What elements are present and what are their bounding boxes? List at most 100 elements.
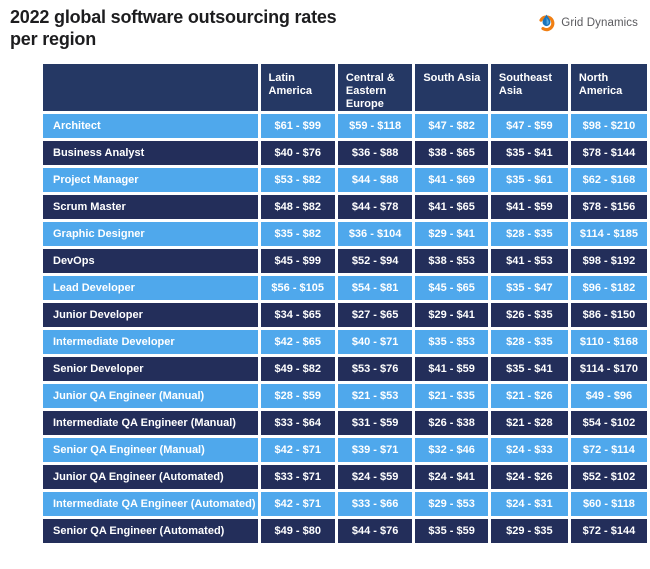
- row-label: Lead Developer: [43, 276, 258, 300]
- row-label: Senior QA Engineer (Manual): [43, 438, 258, 462]
- rate-cell: $62 - $168: [570, 168, 647, 192]
- rate-cell: $44 - $88: [337, 168, 413, 192]
- rate-cell: $49 - $82: [260, 357, 335, 381]
- rate-cell: $27 - $65: [337, 303, 413, 327]
- row-label: Intermediate QA Engineer (Manual): [43, 411, 258, 435]
- rate-cell: $41 - $65: [415, 195, 488, 219]
- table-row: Business Analyst $40 - $76 $36 - $88 $38 - …: [43, 141, 647, 165]
- table-header-row: Latin America Central & Eastern Europe Sou…: [43, 64, 647, 111]
- rate-cell: $29 - $41: [415, 222, 488, 246]
- rate-cell: $60 - $118: [570, 492, 647, 516]
- rate-cell: $114 - $185: [570, 222, 647, 246]
- rate-cell: $49 - $80: [260, 519, 335, 543]
- rate-cell: $24 - $59: [337, 465, 413, 489]
- rate-cell: $48 - $82: [260, 195, 335, 219]
- rate-cell: $21 - $26: [490, 384, 568, 408]
- rate-cell: $47 - $59: [490, 114, 568, 138]
- rate-cell: $53 - $82: [260, 168, 335, 192]
- rate-cell: $35 - $47: [490, 276, 568, 300]
- table-row: Project Manager $53 - $82 $44 - $88 $41 - $…: [43, 168, 647, 192]
- rate-cell: $78 - $156: [570, 195, 647, 219]
- rate-cell: $21 - $35: [415, 384, 488, 408]
- column-header-empty: [43, 64, 258, 111]
- row-label: Senior QA Engineer (Automated): [43, 519, 258, 543]
- rate-cell: $24 - $41: [415, 465, 488, 489]
- rate-cell: $36 - $104: [337, 222, 413, 246]
- rate-cell: $86 - $150: [570, 303, 647, 327]
- rate-cell: $54 - $102: [570, 411, 647, 435]
- table-row: Junior QA Engineer (Manual) $28 - $59 $21 …: [43, 384, 647, 408]
- rate-cell: $24 - $31: [490, 492, 568, 516]
- rate-cell: $54 - $81: [337, 276, 413, 300]
- rate-cell: $44 - $78: [337, 195, 413, 219]
- rate-cell: $38 - $53: [415, 249, 488, 273]
- rate-cell: $41 - $69: [415, 168, 488, 192]
- rate-cell: $41 - $59: [415, 357, 488, 381]
- rate-cell: $32 - $46: [415, 438, 488, 462]
- rate-cell: $24 - $33: [490, 438, 568, 462]
- rate-cell: $36 - $88: [337, 141, 413, 165]
- rate-cell: $40 - $76: [260, 141, 335, 165]
- row-label: Business Analyst: [43, 141, 258, 165]
- rate-cell: $42 - $71: [260, 492, 335, 516]
- rate-cell: $35 - $82: [260, 222, 335, 246]
- table-row: Intermediate QA Engineer (Manual) $33 - $…: [43, 411, 647, 435]
- row-label: Junior QA Engineer (Manual): [43, 384, 258, 408]
- row-label: Junior QA Engineer (Automated): [43, 465, 258, 489]
- rate-cell: $53 - $76: [337, 357, 413, 381]
- rate-cell: $98 - $210: [570, 114, 647, 138]
- rate-cell: $72 - $144: [570, 519, 647, 543]
- table-row: Scrum Master $48 - $82 $44 - $78 $41 - $65 $…: [43, 195, 647, 219]
- rate-cell: $33 - $71: [260, 465, 335, 489]
- rate-cell: $28 - $59: [260, 384, 335, 408]
- rate-cell: $35 - $53: [415, 330, 488, 354]
- rate-cell: $29 - $41: [415, 303, 488, 327]
- row-label: Intermediate Developer: [43, 330, 258, 354]
- rate-cell: $42 - $71: [260, 438, 335, 462]
- table-row: Intermediate Developer $42 - $65 $40 - $71…: [43, 330, 647, 354]
- rate-cell: $28 - $35: [490, 330, 568, 354]
- table-row: Junior Developer $34 - $65 $27 - $65 $29 - …: [43, 303, 647, 327]
- row-label: Project Manager: [43, 168, 258, 192]
- rate-cell: $29 - $35: [490, 519, 568, 543]
- rate-cell: $34 - $65: [260, 303, 335, 327]
- rate-cell: $35 - $41: [490, 357, 568, 381]
- page-title-line1: 2022 global software outsourcing rates: [10, 7, 337, 27]
- column-header: Southeast Asia: [490, 64, 568, 111]
- rate-cell: $42 - $65: [260, 330, 335, 354]
- rate-cell: $40 - $71: [337, 330, 413, 354]
- rate-cell: $72 - $114: [570, 438, 647, 462]
- rate-cell: $33 - $64: [260, 411, 335, 435]
- rate-cell: $35 - $61: [490, 168, 568, 192]
- rate-cell: $45 - $99: [260, 249, 335, 273]
- table-row: Intermediate QA Engineer (Automated) $42 …: [43, 492, 647, 516]
- table-row: Graphic Designer $35 - $82 $36 - $104 $29 -…: [43, 222, 647, 246]
- rate-cell: $44 - $76: [337, 519, 413, 543]
- rate-cell: $35 - $59: [415, 519, 488, 543]
- rate-cell: $21 - $53: [337, 384, 413, 408]
- table-row: Senior Developer $49 - $82 $53 - $76 $41 - …: [43, 357, 647, 381]
- rate-cell: $28 - $35: [490, 222, 568, 246]
- rate-cell: $21 - $28: [490, 411, 568, 435]
- column-header: Latin America: [260, 64, 335, 111]
- row-label: Senior Developer: [43, 357, 258, 381]
- column-header: Central & Eastern Europe: [337, 64, 413, 111]
- row-label: Junior Developer: [43, 303, 258, 327]
- rate-cell: $96 - $182: [570, 276, 647, 300]
- rate-cell: $59 - $118: [337, 114, 413, 138]
- row-label: Intermediate QA Engineer (Automated): [43, 492, 258, 516]
- logo-text: Grid Dynamics: [561, 16, 638, 29]
- rate-cell: $26 - $38: [415, 411, 488, 435]
- rate-cell: $45 - $65: [415, 276, 488, 300]
- rate-cell: $114 - $170: [570, 357, 647, 381]
- rate-cell: $35 - $41: [490, 141, 568, 165]
- table-row: DevOps $45 - $99 $52 - $94 $38 - $53 $41 - $…: [43, 249, 647, 273]
- rate-cell: $98 - $192: [570, 249, 647, 273]
- table-row: Architect $61 - $99 $59 - $118 $47 - $82 $47…: [43, 114, 647, 138]
- rate-cell: $52 - $94: [337, 249, 413, 273]
- rate-cell: $47 - $82: [415, 114, 488, 138]
- rate-cell: $41 - $53: [490, 249, 568, 273]
- table-row: Senior QA Engineer (Manual) $42 - $71 $39 …: [43, 438, 647, 462]
- grid-dynamics-logo: Grid Dynamics: [537, 13, 638, 32]
